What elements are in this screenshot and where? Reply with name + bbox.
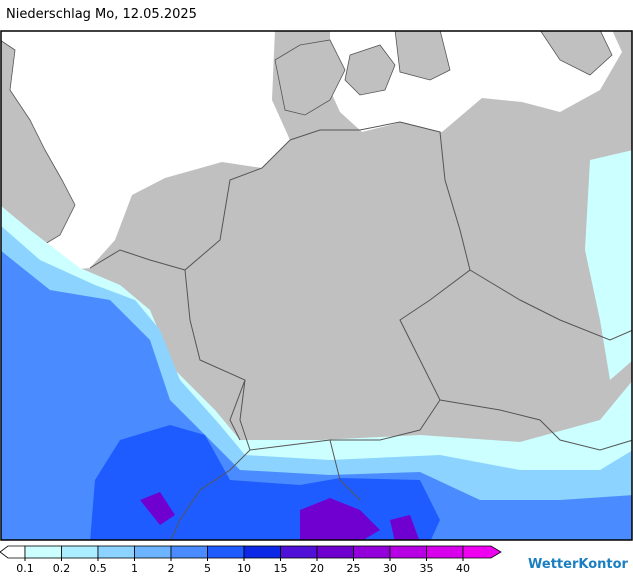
map-title: Niederschlag Mo, 12.05.2025 (6, 7, 197, 22)
legend-cell (280, 545, 318, 559)
legend-tick-label: 15 (274, 562, 288, 575)
legend-cell (316, 545, 354, 559)
legend-cell (24, 545, 62, 559)
map-frame (0, 30, 633, 541)
legend-cell (0, 545, 26, 559)
legend-cell (170, 545, 208, 559)
borders (89, 121, 632, 540)
legend-tick-label: 1 (131, 562, 138, 575)
denmark (274, 39, 396, 116)
legend: 0.1 0.2 0.5 1 2 5 10 15 20 25 30 35 40 (0, 545, 502, 575)
map (0, 30, 633, 541)
legend-cell (97, 545, 135, 559)
sweden (394, 31, 613, 81)
legend-tick-label: 10 (237, 562, 251, 575)
legend-cell (462, 545, 502, 559)
precip-extreme (140, 492, 420, 540)
legend-cell (207, 545, 245, 559)
legend-tick-label: 0.5 (89, 562, 107, 575)
legend-tick-label: 2 (168, 562, 175, 575)
legend-tick-label: 35 (420, 562, 434, 575)
legend-tick-label: 30 (383, 562, 397, 575)
legend-cell (389, 545, 427, 559)
logo: WetterKontor (528, 557, 629, 572)
legend-tick-label: 25 (347, 562, 361, 575)
north-sea (1, 31, 290, 272)
legend-cell (353, 545, 391, 559)
legend-tick-label: 0.2 (53, 562, 71, 575)
legend-tick-label: 40 (456, 562, 470, 575)
legend-cell (426, 545, 464, 559)
legend-cell (134, 545, 172, 559)
legend-tick-label: 5 (204, 562, 211, 575)
legend-tick-label: 20 (310, 562, 324, 575)
legend-tick-label: 0.1 (16, 562, 34, 575)
legend-cell (243, 545, 281, 559)
legend-cell (61, 545, 99, 559)
